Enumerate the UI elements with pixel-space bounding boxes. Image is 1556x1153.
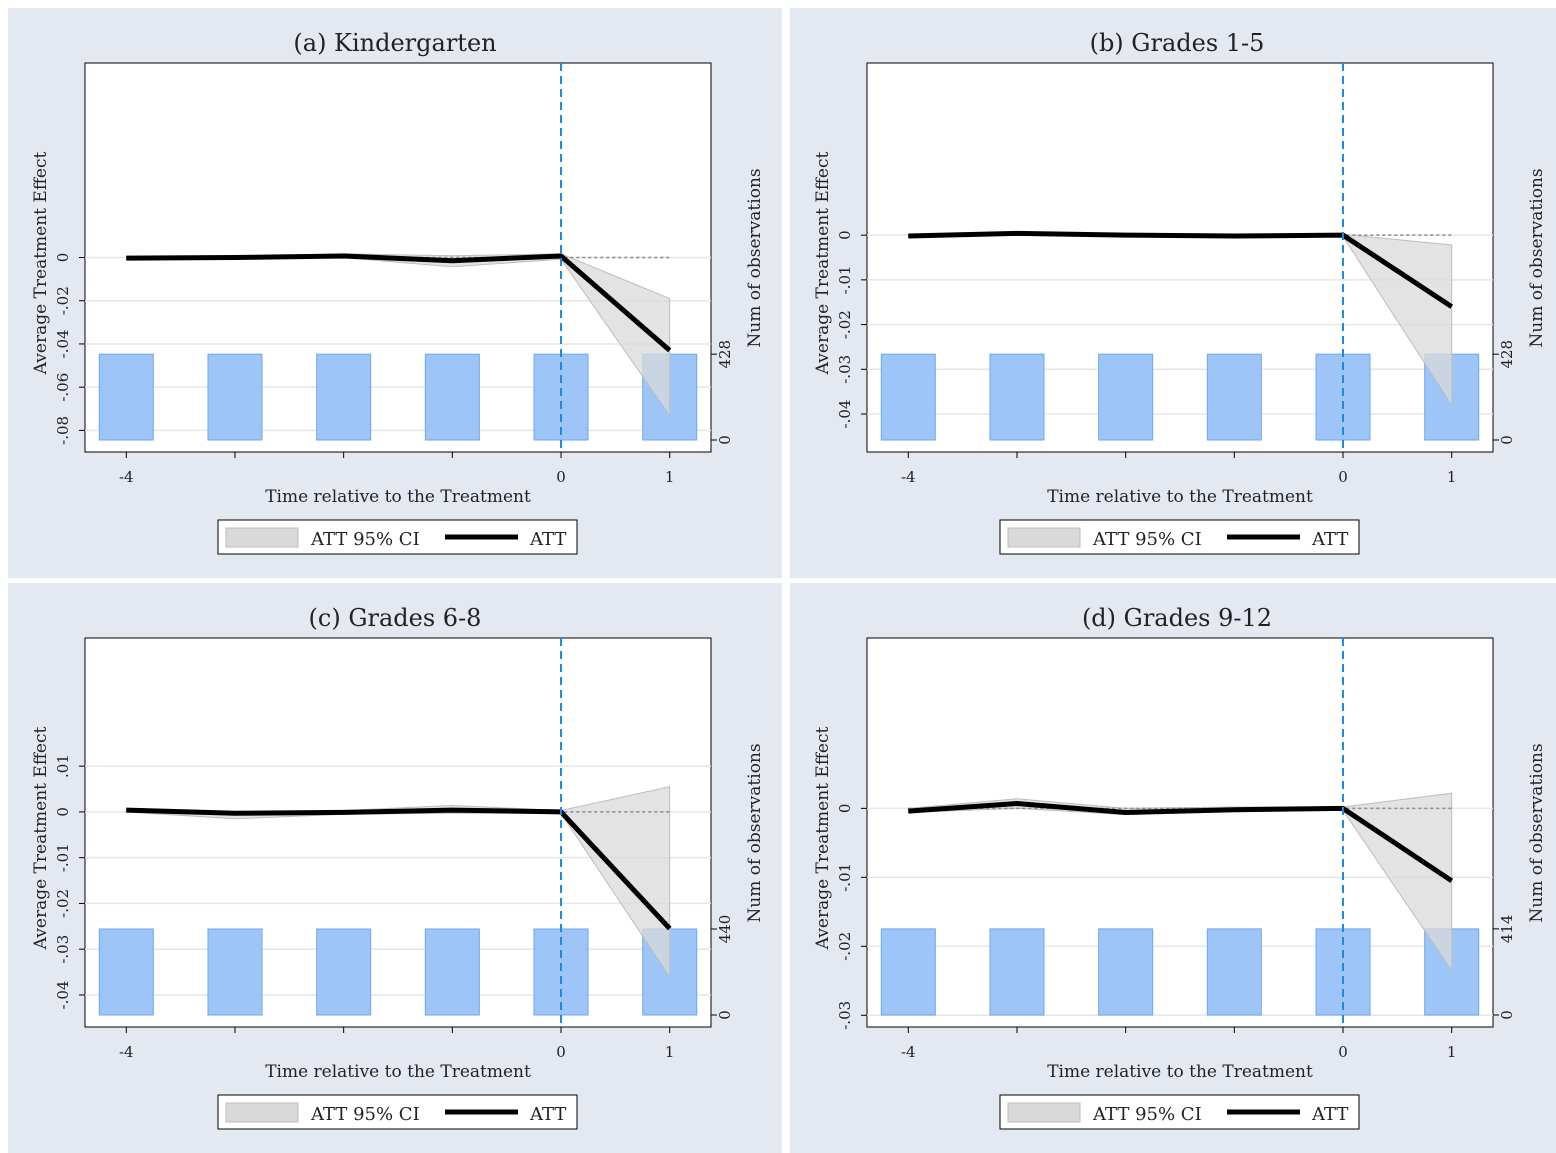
x-axis-label: Time relative to the Treatment <box>1047 487 1313 507</box>
y-tick-label: -.02 <box>836 310 854 339</box>
observation-bar <box>880 928 936 1016</box>
y-tick-label: -.01 <box>54 843 72 872</box>
att-line <box>126 253 672 353</box>
att-line <box>908 801 1454 883</box>
obs-tick-label: 428 <box>716 340 734 369</box>
panel-grades-1-5: (b) Grades 1-5 0 -.01 -.02 -.03 -.04 -4 0 1 0 428 A… <box>790 8 1556 578</box>
observation-bar <box>1098 353 1154 441</box>
chart-grades-9-12: (d) Grades 9-12 0 -.01 -.02 -.03 -4 0 1 0 414 Aver… <box>813 604 1547 1130</box>
obs-tick-label: 0 <box>716 435 734 445</box>
x-tick-label: 0 <box>556 1043 566 1061</box>
x-tick-label: -4 <box>901 1043 916 1061</box>
chart-title: (c) Grades 6-8 <box>309 604 482 632</box>
y-tick-label: -.02 <box>836 932 854 961</box>
y-tick-label: 0 <box>54 253 72 263</box>
y-axis-label: Average Treatment Effect <box>813 727 833 951</box>
observation-bar <box>316 928 372 1016</box>
observation-bar <box>989 928 1045 1016</box>
y-tick-label: -.04 <box>836 400 854 429</box>
x-tick-label: 1 <box>665 468 675 486</box>
y-tick-label: -.02 <box>54 286 72 315</box>
y-tick-label: -.08 <box>54 416 72 445</box>
obs-axis-label: Num of observations <box>1527 168 1547 347</box>
y-tick-label: .01 <box>54 754 72 778</box>
y-tick-label: 0 <box>836 230 854 240</box>
legend-ci-swatch <box>1007 527 1081 548</box>
panel-grades-6-8: (c) Grades 6-8 .01 0 -.01 -.02 -.03 -.04 -4 0 1 0 4… <box>8 583 782 1153</box>
chart-grades-6-8: (c) Grades 6-8 .01 0 -.01 -.02 -.03 -.04 -4 0 1 0 4… <box>31 604 765 1130</box>
y-tick-label: 0 <box>54 807 72 817</box>
y-tick-label: -.03 <box>54 935 72 964</box>
obs-tick-label: 0 <box>716 1010 734 1020</box>
observation-bar <box>1098 928 1154 1016</box>
obs-axis-label: Num of observations <box>1527 743 1547 922</box>
y-tick-label: 0 <box>836 804 854 814</box>
obs-tick-label: 0 <box>1498 1010 1516 1020</box>
x-tick-label: 1 <box>1447 468 1457 486</box>
x-tick-label: 1 <box>1447 1043 1457 1061</box>
x-axis-label: Time relative to the Treatment <box>265 1062 531 1082</box>
y-tick-label: -.03 <box>836 355 854 384</box>
y-tick-label: -.01 <box>836 863 854 892</box>
obs-tick-label: 414 <box>1498 915 1516 944</box>
observation-bar <box>989 353 1045 441</box>
obs-tick-label: 428 <box>1498 340 1516 369</box>
chart-grades-1-5: (b) Grades 1-5 0 -.01 -.02 -.03 -.04 -4 0 1 0 428 A… <box>813 29 1547 555</box>
legend-ci-label: ATT 95% CI <box>310 529 420 550</box>
chart-title: (a) Kindergarten <box>293 29 496 57</box>
x-tick-label: 0 <box>1338 468 1348 486</box>
x-tick-label: -4 <box>119 1043 134 1061</box>
legend-att-label: ATT <box>529 529 566 550</box>
chart-title: (d) Grades 9-12 <box>1082 604 1272 632</box>
y-tick-label: -.06 <box>54 373 72 402</box>
observation-bar <box>98 353 154 441</box>
observation-bar <box>424 928 480 1016</box>
legend-ci-swatch <box>225 527 299 548</box>
observation-bar <box>880 353 936 441</box>
x-tick-label: 0 <box>1338 1043 1348 1061</box>
legend-ci-label: ATT 95% CI <box>1092 529 1202 550</box>
chart-title: (b) Grades 1-5 <box>1090 29 1265 57</box>
legend-ci-swatch <box>225 1102 299 1123</box>
x-tick-label: 0 <box>556 468 566 486</box>
legend-att-label: ATT <box>1311 529 1348 550</box>
y-axis-label: Average Treatment Effect <box>813 152 833 376</box>
chart-kindergarten: (a) Kindergarten 0 -.02 -.04 -.06 -.08 -4 0 1 0 42… <box>31 29 765 555</box>
x-tick-label: -4 <box>901 468 916 486</box>
obs-tick-label: 0 <box>1498 435 1516 445</box>
y-tick-label: -.02 <box>54 889 72 918</box>
y-axis-label: Average Treatment Effect <box>31 727 51 951</box>
y-tick-label: -.04 <box>54 981 72 1010</box>
att-line <box>908 230 1454 309</box>
x-tick-label: 1 <box>665 1043 675 1061</box>
observation-bar <box>1206 928 1262 1016</box>
obs-axis-label: Num of observations <box>745 168 765 347</box>
y-axis-label: Average Treatment Effect <box>31 152 51 376</box>
observation-bar <box>98 928 154 1016</box>
observation-bar <box>316 353 372 441</box>
y-tick-label: -.04 <box>54 329 72 358</box>
legend-ci-label: ATT 95% CI <box>1092 1104 1202 1125</box>
legend-att-label: ATT <box>529 1104 566 1125</box>
observation-bar <box>424 353 480 441</box>
observation-bar <box>1206 353 1262 441</box>
observation-bar <box>207 353 263 441</box>
obs-axis-label: Num of observations <box>745 743 765 922</box>
y-tick-label: -.01 <box>836 265 854 294</box>
att-line <box>126 807 672 931</box>
observation-bar <box>207 928 263 1016</box>
legend-ci-label: ATT 95% CI <box>310 1104 420 1125</box>
x-axis-label: Time relative to the Treatment <box>1047 1062 1313 1082</box>
x-tick-label: -4 <box>119 468 134 486</box>
legend-att-label: ATT <box>1311 1104 1348 1125</box>
panel-kindergarten: (a) Kindergarten 0 -.02 -.04 -.06 -.08 -4 0 1 0 42… <box>8 8 782 578</box>
y-tick-label: -.03 <box>836 1001 854 1030</box>
panel-grades-9-12: (d) Grades 9-12 0 -.01 -.02 -.03 -4 0 1 0 414 Aver… <box>790 583 1556 1153</box>
obs-tick-label: 440 <box>716 915 734 944</box>
legend-ci-swatch <box>1007 1102 1081 1123</box>
x-axis-label: Time relative to the Treatment <box>265 487 531 507</box>
